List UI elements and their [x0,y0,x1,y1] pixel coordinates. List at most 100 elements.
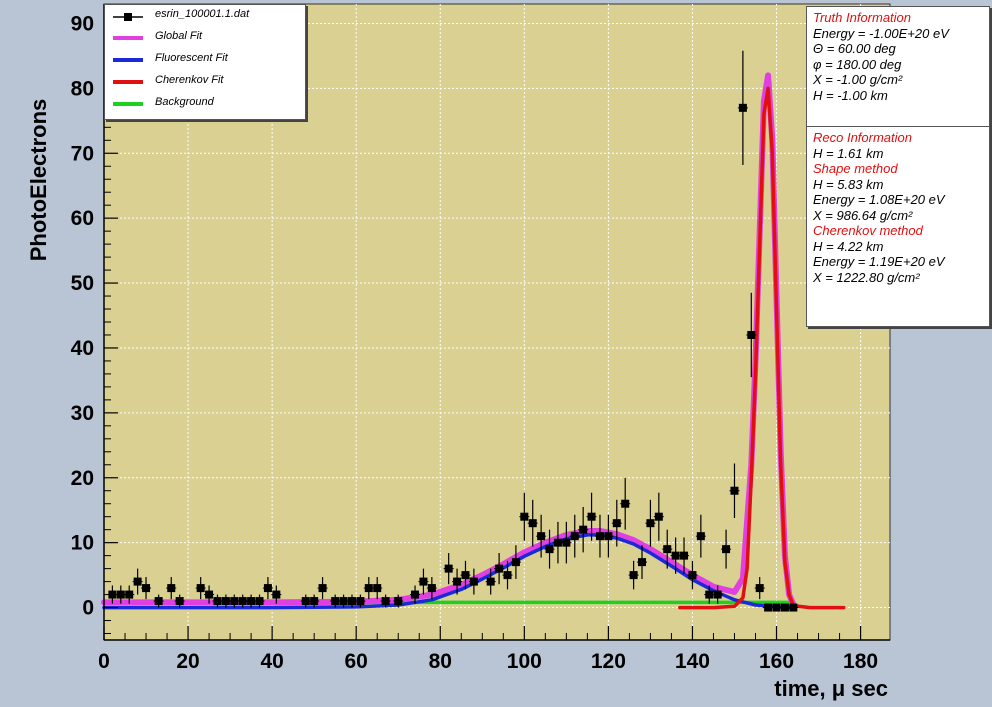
data-point [789,603,798,612]
truth-xmax: X = -1.00 g/cm² [813,72,903,87]
legend-label: Cherenkov Fit [155,74,224,86]
legend-item-global-fit: Global Fit [105,27,305,49]
data-point [461,571,470,580]
cherenkov-method-title: Cherenkov method [813,223,923,238]
data-point [587,512,596,521]
data-point [545,545,554,554]
data-point [356,597,365,606]
data-point [213,597,222,606]
data-point [772,603,781,612]
x-tick-label: 40 [260,650,283,673]
data-point [116,590,125,599]
data-point [663,545,672,554]
data-point [196,584,205,593]
data-point [696,532,705,541]
data-point [738,103,747,112]
data-point [272,590,281,599]
data-point [205,590,214,599]
shape-energy: Energy = 1.08E+20 eV [813,192,945,207]
data-point [394,597,403,606]
data-point [364,584,373,593]
reco-hcloud: H = 1.61 km [813,145,884,161]
y-tick-label: 70 [71,142,94,165]
data-point [747,330,756,339]
data-point [579,525,588,534]
x-tick-label: 160 [759,650,794,673]
truth-phi: φ = 180.00 deg [813,56,902,72]
data-point [108,590,117,599]
data-point [331,597,340,606]
y-tick-label: 90 [71,12,94,35]
legend-label: Background [155,96,214,108]
legend-label: Global Fit [155,30,203,42]
data-point [339,597,348,606]
data-point [520,512,529,521]
cherenkov-energy: Energy = 1.19E+20 eV [813,254,945,269]
cherenkov-xmax: X = 1222.80 g/cm² [813,269,920,285]
x-tick-label: 80 [429,650,452,673]
data-point [247,597,256,606]
y-tick-label: 60 [71,207,94,230]
line-swatch-icon [113,80,143,84]
data-point [604,532,613,541]
data-point [154,597,163,606]
data-point [373,584,382,593]
data-point [629,571,638,580]
x-tick-label: 60 [345,650,368,673]
data-point [680,551,689,560]
marker-icon [113,13,143,21]
data-point [713,590,722,599]
data-point [562,538,571,547]
data-point [133,577,142,586]
data-point [427,584,436,593]
series-layer [101,50,846,612]
reco-info-title: Reco Information [813,130,912,145]
legend-label: Fluorescent Fit [155,52,228,64]
data-point [511,558,520,567]
data-point [221,597,230,606]
data-point [764,603,773,612]
x-tick-label: 0 [98,650,110,673]
legend-item-cherenkov-fit: Cherenkov Fit [105,71,305,93]
y-tick-label: 80 [71,77,94,100]
data-point [255,597,264,606]
line-swatch-icon [113,36,143,40]
truth-info-title: Truth Information [813,10,912,25]
data-point [621,499,630,508]
data-point [503,571,512,580]
truth-info-panel: Truth Information Energy = -1.00E+20 eV … [806,6,990,127]
data-point [688,571,697,580]
data-point [175,597,184,606]
legend-item-data: esrin_100001.1.dat [105,5,305,27]
data-point [167,584,176,593]
reco-info-panel: Reco Information H = 1.61 km Shape metho… [806,126,990,327]
legend: esrin_100001.1.dat Global Fit Fluorescen… [104,4,306,120]
x-tick-label: 100 [507,650,542,673]
data-point [419,577,428,586]
x-tick-label: 20 [176,650,199,673]
x-axis-label: time, μ sec [774,676,888,701]
grid [103,4,890,640]
data-point [263,584,272,593]
data-point [238,597,247,606]
truth-theta: Θ = 60.00 deg [813,41,896,56]
data-point [671,551,680,560]
data-point [347,597,356,606]
shape-hmax: H = 5.83 km [813,176,884,192]
y-tick-label: 30 [71,402,94,425]
data-point [469,577,478,586]
x-tick-label: 180 [843,650,878,673]
data-point [730,486,739,495]
data-point [528,519,537,528]
data-point [495,564,504,573]
shape-method-title: Shape method [813,161,898,176]
data-point [230,597,239,606]
cherenkov-hmax: H = 4.22 km [813,238,884,254]
y-tick-label: 20 [71,467,94,490]
y-tick-label: 0 [82,597,94,620]
data-point [301,597,310,606]
data-point [553,538,562,547]
x-tick-label: 140 [675,650,710,673]
data-point [755,584,764,593]
